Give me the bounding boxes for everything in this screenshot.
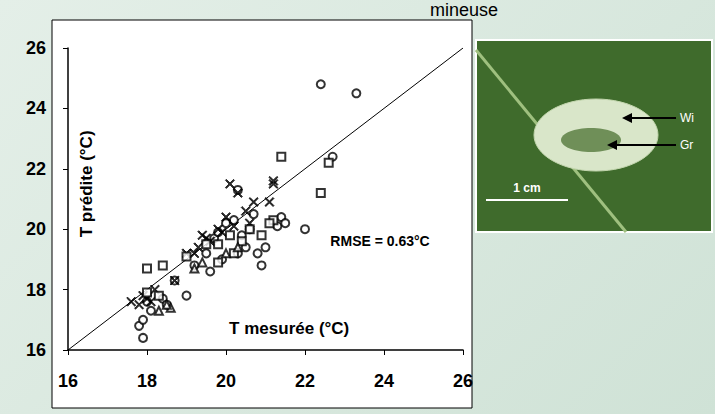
svg-text:20: 20 [216,371,236,391]
svg-text:26: 26 [26,38,46,58]
svg-text:T prédite (°C): T prédite (°C) [77,130,96,237]
svg-text:T mesurée (°C): T mesurée (°C) [229,319,349,338]
svg-text:16: 16 [58,371,78,391]
svg-text:26: 26 [453,371,473,391]
svg-text:Gr: Gr [680,138,693,152]
svg-text:mineuse: mineuse [430,0,498,20]
svg-text:1 cm: 1 cm [513,181,540,195]
svg-text:20: 20 [26,219,46,239]
svg-text:22: 22 [295,371,315,391]
svg-text:24: 24 [26,98,46,118]
svg-text:16: 16 [26,340,46,360]
svg-text:22: 22 [26,159,46,179]
svg-text:24: 24 [374,371,394,391]
svg-text:RMSE = 0.63°C: RMSE = 0.63°C [330,233,429,249]
svg-text:Wi: Wi [680,111,694,125]
svg-text:18: 18 [137,371,157,391]
svg-text:18: 18 [26,280,46,300]
